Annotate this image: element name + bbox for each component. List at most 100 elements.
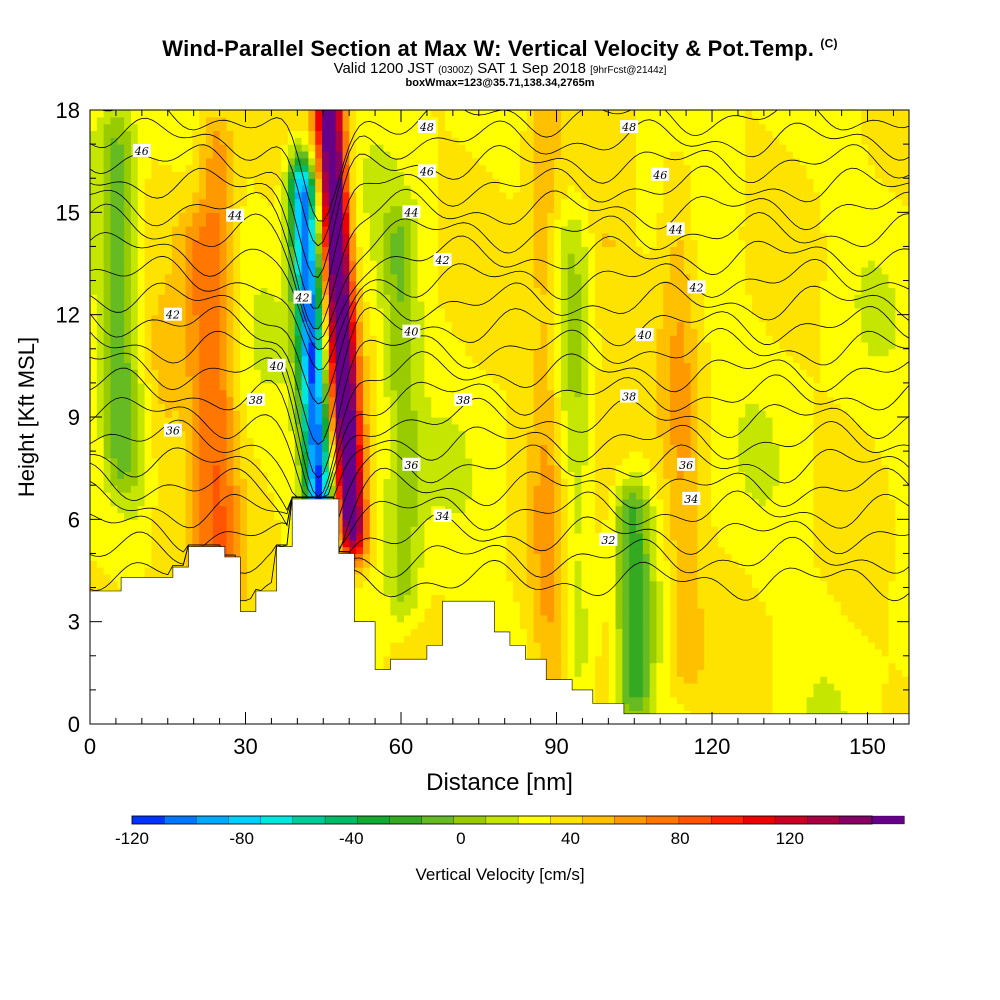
colorbar-tick-label: -80 bbox=[229, 829, 254, 848]
theta-label: 46 bbox=[651, 167, 670, 182]
theta-label-text: 42 bbox=[295, 292, 310, 305]
y-tick-label: 9 bbox=[68, 405, 80, 430]
theta-label-text: 32 bbox=[601, 534, 615, 547]
theta-label: 48 bbox=[620, 120, 639, 134]
theta-label-text: 38 bbox=[456, 394, 470, 407]
x-tick-label: 60 bbox=[389, 734, 413, 759]
theta-label-text: 38 bbox=[249, 394, 263, 407]
theta-label: 38 bbox=[454, 392, 473, 407]
colorbar-bin bbox=[807, 815, 841, 825]
colorbar-bin bbox=[517, 815, 551, 825]
theta-contours bbox=[90, 110, 909, 602]
x-tick-label: 90 bbox=[544, 734, 568, 759]
theta-contour-38 bbox=[90, 367, 909, 498]
theta-contour-32 bbox=[90, 496, 909, 555]
x-tick-label: 0 bbox=[84, 734, 96, 759]
theta-label-text: 36 bbox=[166, 425, 180, 438]
theta-label: 32 bbox=[599, 532, 618, 547]
theta-label: 34 bbox=[433, 508, 452, 523]
theta-contour-39 bbox=[90, 351, 909, 498]
theta-label-text: 42 bbox=[689, 281, 704, 294]
x-tick-label: 120 bbox=[694, 734, 731, 759]
y-tick-label: 15 bbox=[56, 200, 80, 225]
colorbar-label: Vertical Velocity [cm/s] bbox=[415, 865, 584, 884]
theta-label-text: 38 bbox=[622, 391, 636, 404]
theta-label: 46 bbox=[132, 143, 151, 158]
y-tick-label: 18 bbox=[56, 98, 80, 123]
theta-label: 44 bbox=[666, 222, 685, 236]
colorbar-tick-label: -40 bbox=[339, 829, 364, 848]
theta-contour-43 bbox=[90, 255, 909, 371]
colorbar-bin bbox=[357, 815, 390, 825]
theta-label: 42 bbox=[687, 280, 706, 294]
theta-label-text: 40 bbox=[403, 326, 418, 339]
theta-label-text: 46 bbox=[652, 169, 667, 182]
terrain bbox=[89, 498, 910, 725]
colorbar-bin bbox=[550, 815, 583, 825]
chart-title-tag: (C) bbox=[820, 36, 838, 51]
theta-label: 40 bbox=[402, 324, 421, 339]
colorbar-bin bbox=[839, 815, 873, 825]
y-tick-label: 3 bbox=[68, 610, 80, 635]
colorbar-bin bbox=[646, 815, 680, 825]
colorbar-bin bbox=[775, 815, 809, 825]
colorbar-bin bbox=[164, 815, 197, 825]
colorbar-bin bbox=[678, 815, 712, 825]
valid-date: SAT 1 Sep 2018 bbox=[477, 60, 586, 77]
valid-time-zulu: (0300Z) bbox=[438, 65, 474, 76]
theta-contour-37 bbox=[90, 397, 909, 498]
colorbar-tick-label: 120 bbox=[776, 829, 804, 848]
theta-label: 44 bbox=[402, 205, 421, 219]
colorbar-bin bbox=[453, 815, 487, 825]
theta-label: 42 bbox=[163, 307, 182, 322]
theta-label: 38 bbox=[246, 392, 265, 407]
x-tick-label: 150 bbox=[849, 734, 886, 759]
colorbar-bin bbox=[710, 815, 744, 825]
colorbar-bin bbox=[260, 815, 294, 825]
theta-label-text: 42 bbox=[435, 254, 450, 267]
theta-label: 38 bbox=[620, 389, 639, 404]
velocity-field bbox=[90, 110, 909, 724]
theta-label: 48 bbox=[417, 120, 436, 134]
theta-contour-33 bbox=[90, 480, 909, 550]
theta-label-text: 40 bbox=[269, 360, 284, 373]
theta-labels: 46 44 42 42 40 38 36 48 46 44 42 40 38 36 34 48 46 44 42 40… bbox=[132, 120, 706, 547]
theta-label: 40 bbox=[267, 358, 286, 373]
colorbar-bin bbox=[324, 815, 358, 825]
theta-label-text: 48 bbox=[419, 121, 434, 134]
box-wmax-line: boxWmax=123@35.71,138.34,2765m bbox=[405, 77, 595, 89]
colorbar-bin bbox=[292, 815, 326, 825]
theta-contour-40 bbox=[90, 328, 909, 479]
theta-label-text: 40 bbox=[637, 329, 652, 342]
theta-label-text: 34 bbox=[684, 493, 698, 506]
theta-label: 42 bbox=[433, 253, 452, 267]
valid-time-local: Valid 1200 JST bbox=[333, 60, 434, 77]
theta-contour-44 bbox=[90, 232, 909, 351]
y-tick-label: 12 bbox=[56, 303, 80, 328]
chart-title-text: Wind-Parallel Section at Max W: Vertical… bbox=[162, 36, 815, 61]
theta-contour-49 bbox=[90, 117, 909, 247]
y-axis-label: Height [Kft MSL] bbox=[14, 337, 39, 497]
colorbar-bin bbox=[196, 815, 229, 825]
theta-label: 34 bbox=[682, 491, 701, 506]
forecast-tag: [9hrFcst@2144z] bbox=[590, 65, 667, 76]
theta-label-text: 44 bbox=[403, 206, 418, 219]
theta-contour-46 bbox=[90, 188, 909, 330]
theta-label: 36 bbox=[163, 423, 182, 438]
colorbar-tick-label: 40 bbox=[561, 829, 580, 848]
theta-contour-34 bbox=[90, 462, 909, 552]
theta-label-text: 36 bbox=[679, 459, 693, 472]
theta-label-text: 48 bbox=[621, 121, 636, 134]
theta-label: 40 bbox=[635, 328, 654, 342]
theta-contour-47 bbox=[90, 165, 909, 309]
colorbar-bin bbox=[614, 815, 648, 825]
colorbar-bin bbox=[228, 815, 262, 825]
valid-time-line: Valid 1200 JST (0300Z) SAT 1 Sep 2018 [9… bbox=[0, 60, 1000, 77]
colorbar-bin bbox=[421, 815, 455, 825]
theta-label-text: 44 bbox=[668, 223, 683, 236]
colorbar: -120 -80 -40 0 40 80 120 Vertical Velocity [cm/… bbox=[115, 815, 905, 884]
y-tick-label: 6 bbox=[68, 507, 80, 532]
theta-contour-48 bbox=[90, 144, 909, 278]
theta-label: 42 bbox=[293, 290, 312, 305]
